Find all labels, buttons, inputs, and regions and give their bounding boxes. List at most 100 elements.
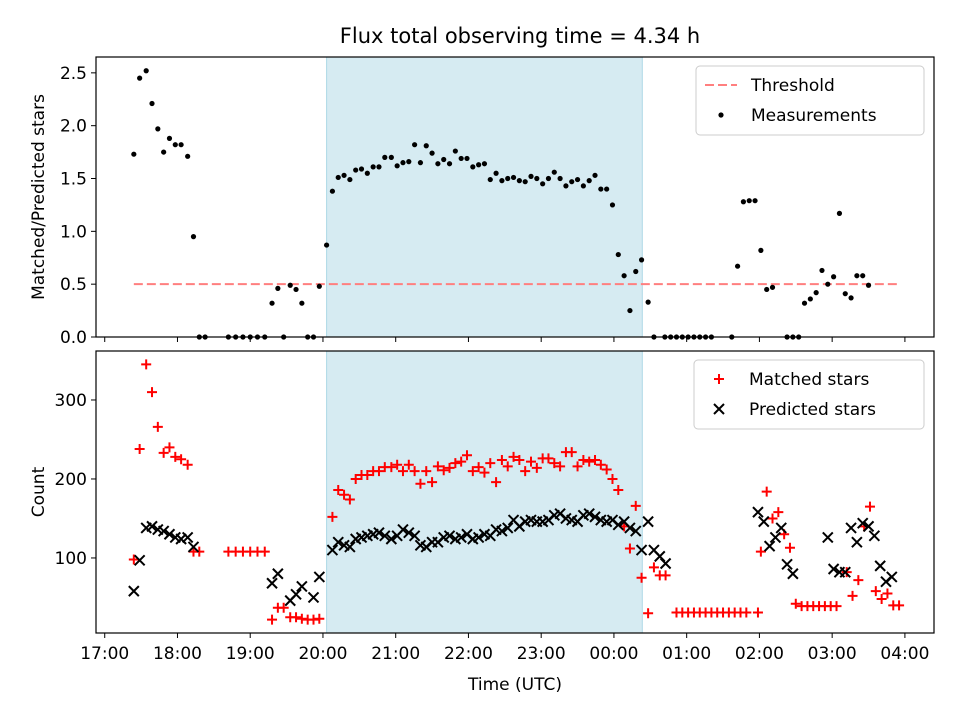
data-point xyxy=(479,467,490,478)
data-point xyxy=(464,155,470,162)
data-point xyxy=(557,175,563,182)
data-point xyxy=(609,202,616,208)
data-point xyxy=(505,175,511,182)
top-axes-frame xyxy=(95,56,935,338)
data-point xyxy=(163,528,176,540)
data-point xyxy=(752,607,763,618)
data-point xyxy=(146,520,158,533)
data-point xyxy=(327,511,338,522)
bottom-xtick-label: 04:00 xyxy=(880,644,929,664)
data-point xyxy=(470,164,476,170)
data-point xyxy=(584,456,595,467)
data-point xyxy=(819,267,825,274)
data-point xyxy=(472,531,485,544)
data-point xyxy=(604,186,610,192)
data-point xyxy=(531,462,542,473)
data-point xyxy=(339,489,350,500)
data-point xyxy=(801,300,808,306)
data-point xyxy=(514,455,525,466)
data-point xyxy=(882,588,893,599)
data-point xyxy=(784,542,795,553)
data-point xyxy=(456,456,467,467)
data-point xyxy=(763,540,776,552)
bottom-legend: Matched stars Predicted stars xyxy=(693,359,925,430)
bottom-xtick-label: 20:00 xyxy=(298,644,347,664)
data-point xyxy=(767,513,778,524)
data-point xyxy=(528,173,534,179)
data-point xyxy=(551,169,557,175)
data-point xyxy=(853,575,864,586)
data-point xyxy=(545,175,552,182)
bottom-series-matched-stars xyxy=(128,359,905,625)
data-point xyxy=(583,508,595,520)
data-point xyxy=(170,451,181,462)
data-point xyxy=(182,459,193,470)
data-point xyxy=(493,170,499,176)
data-point xyxy=(813,290,819,296)
data-point xyxy=(643,608,654,619)
data-point xyxy=(516,178,522,184)
data-point xyxy=(344,494,355,505)
data-point xyxy=(865,282,872,288)
bottom-observing-window xyxy=(326,350,643,634)
data-point xyxy=(269,300,275,306)
data-point xyxy=(590,455,601,466)
data-point xyxy=(314,613,325,624)
data-point xyxy=(409,466,420,477)
data-point xyxy=(580,183,586,189)
bottom-ytick-label: 100 xyxy=(55,549,87,569)
data-point xyxy=(164,442,175,453)
data-point xyxy=(870,586,881,597)
bottom-xtick-label: 22:00 xyxy=(444,644,493,664)
data-point xyxy=(790,598,801,609)
data-point xyxy=(502,461,513,472)
top-ytick-label: 2.5 xyxy=(60,64,87,84)
data-point xyxy=(569,179,575,185)
data-point xyxy=(353,167,359,173)
data-point xyxy=(152,421,163,432)
bottom-ytick-label: 200 xyxy=(55,470,87,490)
data-point xyxy=(758,515,770,528)
top-legend: Threshold Measurements xyxy=(695,65,925,136)
data-point xyxy=(455,531,467,544)
data-point xyxy=(831,601,842,612)
top-ytick-label: 0.0 xyxy=(60,328,87,348)
legend-box xyxy=(693,359,925,430)
bottom-panel: 100 200 300 17:00 18:00 19:00 20:00 21:00 22:00 2… xyxy=(29,350,935,695)
data-point xyxy=(467,466,478,477)
data-point xyxy=(291,612,302,623)
data-point xyxy=(851,536,863,548)
data-point xyxy=(175,533,187,545)
data-point xyxy=(758,247,764,253)
data-point xyxy=(822,531,834,544)
data-point xyxy=(624,543,635,554)
data-point xyxy=(128,554,139,565)
legend-label: Threshold xyxy=(750,76,835,96)
legend-label: Matched stars xyxy=(749,370,869,390)
data-point xyxy=(133,554,146,567)
data-point xyxy=(841,567,852,578)
data-point xyxy=(438,465,449,476)
data-point xyxy=(836,210,843,216)
data-point xyxy=(415,478,426,489)
data-point xyxy=(403,459,414,470)
data-point xyxy=(572,461,583,472)
data-point xyxy=(194,546,205,557)
data-point xyxy=(864,501,875,512)
data-point xyxy=(543,453,554,464)
data-point xyxy=(397,466,408,477)
data-point xyxy=(403,526,415,539)
data-point xyxy=(566,447,577,458)
data-point xyxy=(520,466,531,477)
data-point xyxy=(845,522,857,534)
data-point xyxy=(329,188,336,194)
data-point xyxy=(385,533,398,545)
data-point xyxy=(287,282,293,288)
data-point xyxy=(290,588,302,601)
data-point xyxy=(764,286,770,293)
data-point xyxy=(740,199,747,205)
data-point xyxy=(379,530,391,542)
data-point xyxy=(510,174,517,181)
data-point xyxy=(347,176,353,183)
